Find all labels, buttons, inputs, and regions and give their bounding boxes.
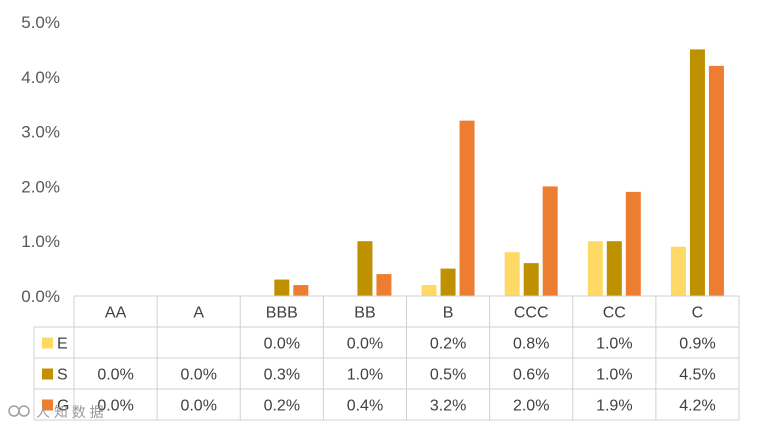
bar-s-c xyxy=(689,49,705,297)
watermark-text: 人 知 数 据 xyxy=(36,404,104,420)
bar-g-bb xyxy=(376,274,392,296)
legend-swatch-s xyxy=(42,368,53,380)
bar-e-b xyxy=(421,285,437,296)
bar-s-b xyxy=(440,268,456,296)
category-label: BBB xyxy=(266,305,298,322)
y-tick-label: 2.0% xyxy=(21,177,60,196)
data-label: 1.0% xyxy=(596,367,632,384)
bar-e-c xyxy=(670,246,686,296)
bar-g-b xyxy=(459,120,475,296)
bar-e-cc xyxy=(587,241,603,296)
data-label: 0.3% xyxy=(264,367,300,384)
bar-g-ccc xyxy=(542,186,558,296)
bar-s-bbb xyxy=(274,279,290,296)
data-label: 1.0% xyxy=(347,367,383,384)
bar-e-ccc xyxy=(504,252,520,296)
watermark: 人 知 数 据 xyxy=(8,404,104,420)
data-label: 4.2% xyxy=(679,398,715,415)
data-label: 0.0% xyxy=(347,336,383,353)
data-label: 0.2% xyxy=(264,398,300,415)
bar-g-c xyxy=(708,65,724,296)
y-tick-label: 3.0% xyxy=(21,123,60,142)
bars xyxy=(274,49,724,297)
bar-s-ccc xyxy=(523,263,539,296)
y-axis: 0.0% 1.0% 2.0% 3.0% 4.0% 5.0% xyxy=(21,13,60,306)
y-tick-label: 1.0% xyxy=(21,232,60,251)
data-label: 0.0% xyxy=(264,336,300,353)
y-tick-label: 4.0% xyxy=(21,68,60,87)
legend-swatch-g xyxy=(42,399,53,411)
legend-label: S xyxy=(57,367,68,384)
bar-g-bbb xyxy=(293,285,309,296)
data-label: 0.0% xyxy=(180,367,216,384)
category-label: CCC xyxy=(514,305,549,322)
category-label: AA xyxy=(105,305,127,322)
data-label: 2.0% xyxy=(513,398,549,415)
data-label: 4.5% xyxy=(679,367,715,384)
bar-s-cc xyxy=(606,241,622,296)
category-label: BB xyxy=(354,305,375,322)
legend-label: E xyxy=(57,336,68,353)
data-label: 0.2% xyxy=(430,336,466,353)
data-label: 0.0% xyxy=(180,398,216,415)
bar-s-bb xyxy=(357,241,373,296)
category-label: C xyxy=(692,305,704,322)
y-tick-label: 0.0% xyxy=(21,287,60,306)
data-label: 1.0% xyxy=(596,336,632,353)
data-label: 0.9% xyxy=(679,336,715,353)
data-label: 3.2% xyxy=(430,398,466,415)
data-label: 0.8% xyxy=(513,336,549,353)
legend-swatch-e xyxy=(42,337,53,349)
data-label: 0.4% xyxy=(347,398,383,415)
data-table: AA A BBB BB B CCC CC CE 0.0% 0.0% 0.2% 0.8% 1.0% 0.9%… xyxy=(33,295,740,421)
data-label: 1.9% xyxy=(596,398,632,415)
data-label: 0.6% xyxy=(513,367,549,384)
y-tick-label: 5.0% xyxy=(21,13,60,32)
data-label: 0.0% xyxy=(97,367,133,384)
watermark-icon xyxy=(18,405,30,417)
watermark-icon xyxy=(8,405,20,417)
category-label: A xyxy=(193,305,204,322)
legend-label: G xyxy=(57,398,69,415)
data-label: 0.5% xyxy=(430,367,466,384)
category-label: B xyxy=(443,305,454,322)
data-label: 0.0% xyxy=(97,398,133,415)
bar-g-cc xyxy=(625,191,641,296)
category-label: CC xyxy=(603,305,626,322)
